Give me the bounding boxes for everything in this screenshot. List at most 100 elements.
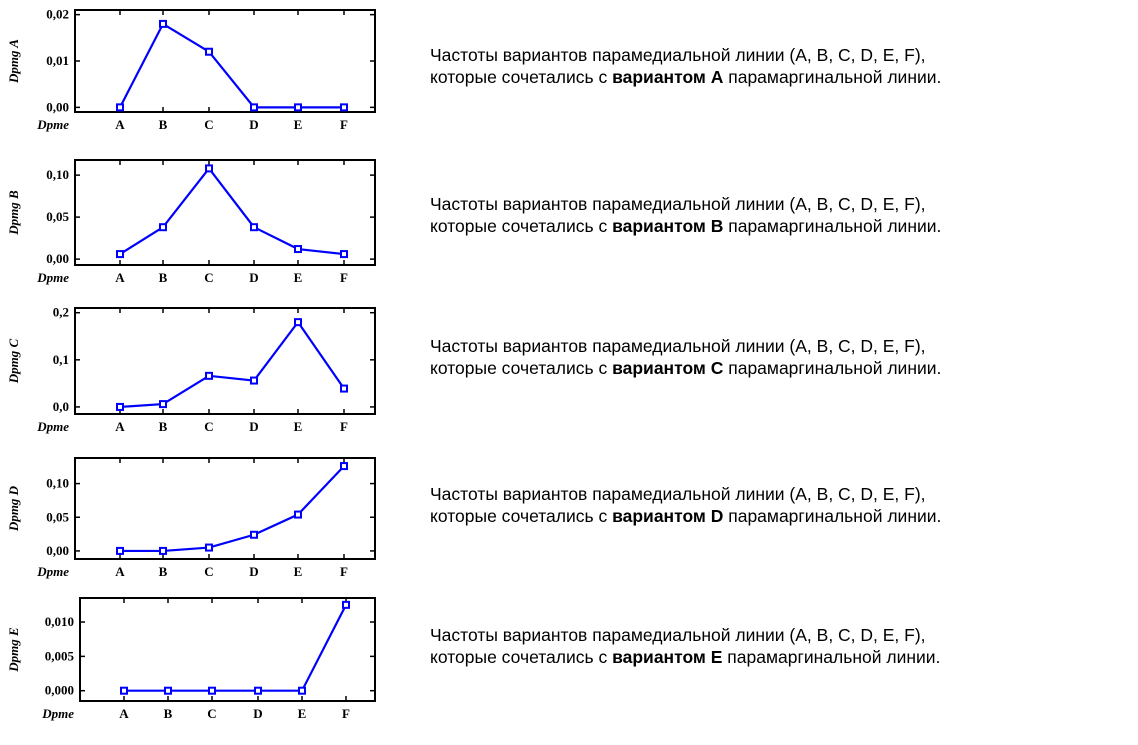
data-point [205, 543, 213, 552]
plot-frame [74, 9, 376, 113]
chart-caption: Частоты вариантов парамедиальной линии (… [430, 44, 941, 88]
y-tick-label: 0,05 [46, 209, 69, 224]
y-tick-label: 0,005 [45, 648, 75, 663]
caption-suffix: парамаргинальной линии. [723, 216, 942, 236]
caption-prefix: которые сочетались с [430, 647, 613, 667]
x-category-label: D [249, 564, 258, 579]
data-point [159, 223, 167, 232]
caption-suffix: парамаргинальной линии. [723, 358, 942, 378]
x-category-label: F [340, 270, 348, 285]
caption-prefix: которые сочетались с [430, 358, 613, 378]
x-category-label: C [204, 419, 213, 434]
y-axis-label: Dpmg A [6, 39, 21, 84]
y-tick-label: 0,10 [46, 167, 69, 182]
caption-line-1: Частоты вариантов парамедиальной линии (… [430, 625, 926, 645]
x-category-label: B [159, 564, 168, 579]
caption-suffix: парамаргинальной линии. [723, 506, 942, 526]
data-point [164, 686, 172, 695]
data-point [340, 462, 348, 471]
caption-suffix: парамаргинальной линии. [722, 647, 941, 667]
chart-caption: Частоты вариантов парамедиальной линии (… [430, 335, 941, 379]
y-tick-label: 0,10 [46, 476, 69, 491]
chart-caption: Частоты вариантов парамедиальной линии (… [430, 624, 940, 668]
x-category-label: E [294, 117, 303, 132]
x-category-label: B [159, 270, 168, 285]
y-axis-label: Dpmg B [6, 190, 21, 236]
caption-prefix: которые сочетались с [430, 216, 613, 236]
chart-caption: Частоты вариантов парамедиальной линии (… [430, 193, 941, 237]
x-category-label: B [159, 117, 168, 132]
plot-frame [74, 307, 376, 415]
caption-variant: вариантом C [612, 358, 724, 378]
y-tick-label: 0,00 [46, 543, 69, 558]
data-point [205, 47, 213, 56]
caption-line-2: которые сочетались с вариантом A парамар… [430, 66, 941, 88]
y-tick-label: 0,0 [53, 399, 69, 414]
data-point [250, 223, 258, 232]
x-axis-label: Dpme [41, 706, 74, 721]
chart-panel: 0,0 0,1 0,2 A B C D E F Dpme Dpmg C Частоты вариант… [0, 303, 1138, 453]
data-point [340, 250, 348, 259]
line-chart: 0,0 0,1 0,2 A B C D E F Dpme Dpmg C [6, 305, 376, 434]
x-category-label: F [340, 564, 348, 579]
x-category-label: E [294, 270, 303, 285]
line-chart: 0,000 0,005 0,010 A B C D E F Dpme Dpmg E [6, 597, 376, 721]
data-point [250, 530, 258, 539]
x-category-label: E [294, 419, 303, 434]
data-point [208, 686, 216, 695]
caption-line-1: Частоты вариантов парамедиальной линии (… [430, 336, 926, 356]
x-axis-label: Dpme [36, 117, 69, 132]
x-category-label: D [249, 117, 258, 132]
x-category-label: F [340, 419, 348, 434]
chart-caption: Частоты вариантов парамедиальной линии (… [430, 483, 941, 527]
data-point [294, 245, 302, 254]
data-point [294, 318, 302, 327]
y-tick-label: 0,00 [46, 251, 69, 266]
y-tick-label: 0,01 [46, 53, 69, 68]
x-axis-label: Dpme [36, 419, 69, 434]
x-category-label: C [207, 706, 216, 721]
series-line [119, 22, 344, 109]
y-tick-label: 0,05 [46, 509, 69, 524]
data-point [205, 164, 213, 173]
caption-line-2: которые сочетались с вариантом D парамар… [430, 505, 941, 527]
plot-frame [74, 159, 376, 266]
x-category-label: A [115, 117, 125, 132]
y-tick-label: 0,000 [45, 683, 74, 698]
data-point [159, 400, 167, 409]
x-axis-label: Dpme [36, 564, 69, 579]
x-category-label: B [164, 706, 173, 721]
caption-line-2: которые сочетались с вариантом C парамар… [430, 357, 941, 379]
data-point [250, 376, 258, 385]
data-point [340, 103, 348, 112]
x-category-label: E [298, 706, 307, 721]
y-axis-label: Dpmg C [6, 338, 21, 384]
chart-panel: 0,00 0,01 0,02 A B C D E F Dpme Dpmg A Частоты вари… [0, 0, 1138, 150]
data-point [294, 103, 302, 112]
y-tick-label: 0,00 [46, 99, 69, 114]
x-category-label: C [204, 564, 213, 579]
data-point [116, 103, 124, 112]
y-tick-label: 0,010 [45, 614, 74, 629]
x-category-label: D [249, 270, 258, 285]
caption-line-1: Частоты вариантов парамедиальной линии (… [430, 45, 926, 65]
y-tick-label: 0,02 [46, 7, 69, 22]
data-point [120, 686, 128, 695]
line-chart: 0,00 0,05 0,10 A B C D E F Dpme Dpmg D [6, 457, 376, 579]
caption-line-2: которые сочетались с вариантом B парамар… [430, 215, 941, 237]
data-point [159, 546, 167, 555]
caption-variant: вариантом B [612, 216, 724, 236]
chart-panel: 0,000 0,005 0,010 A B C D E F Dpme Dpmg E Частоты в… [0, 593, 1138, 743]
caption-line-1: Частоты вариантов парамедиальной линии (… [430, 194, 926, 214]
caption-suffix: парамаргинальной линии. [723, 67, 942, 87]
series-line [120, 465, 345, 553]
plot-frame [74, 457, 376, 560]
data-point [294, 510, 302, 519]
data-point [254, 686, 262, 695]
series-line [124, 604, 347, 692]
x-category-label: A [115, 419, 125, 434]
plot-frame [79, 597, 376, 702]
x-category-label: F [340, 117, 348, 132]
data-point [298, 686, 306, 695]
data-point [116, 402, 124, 411]
